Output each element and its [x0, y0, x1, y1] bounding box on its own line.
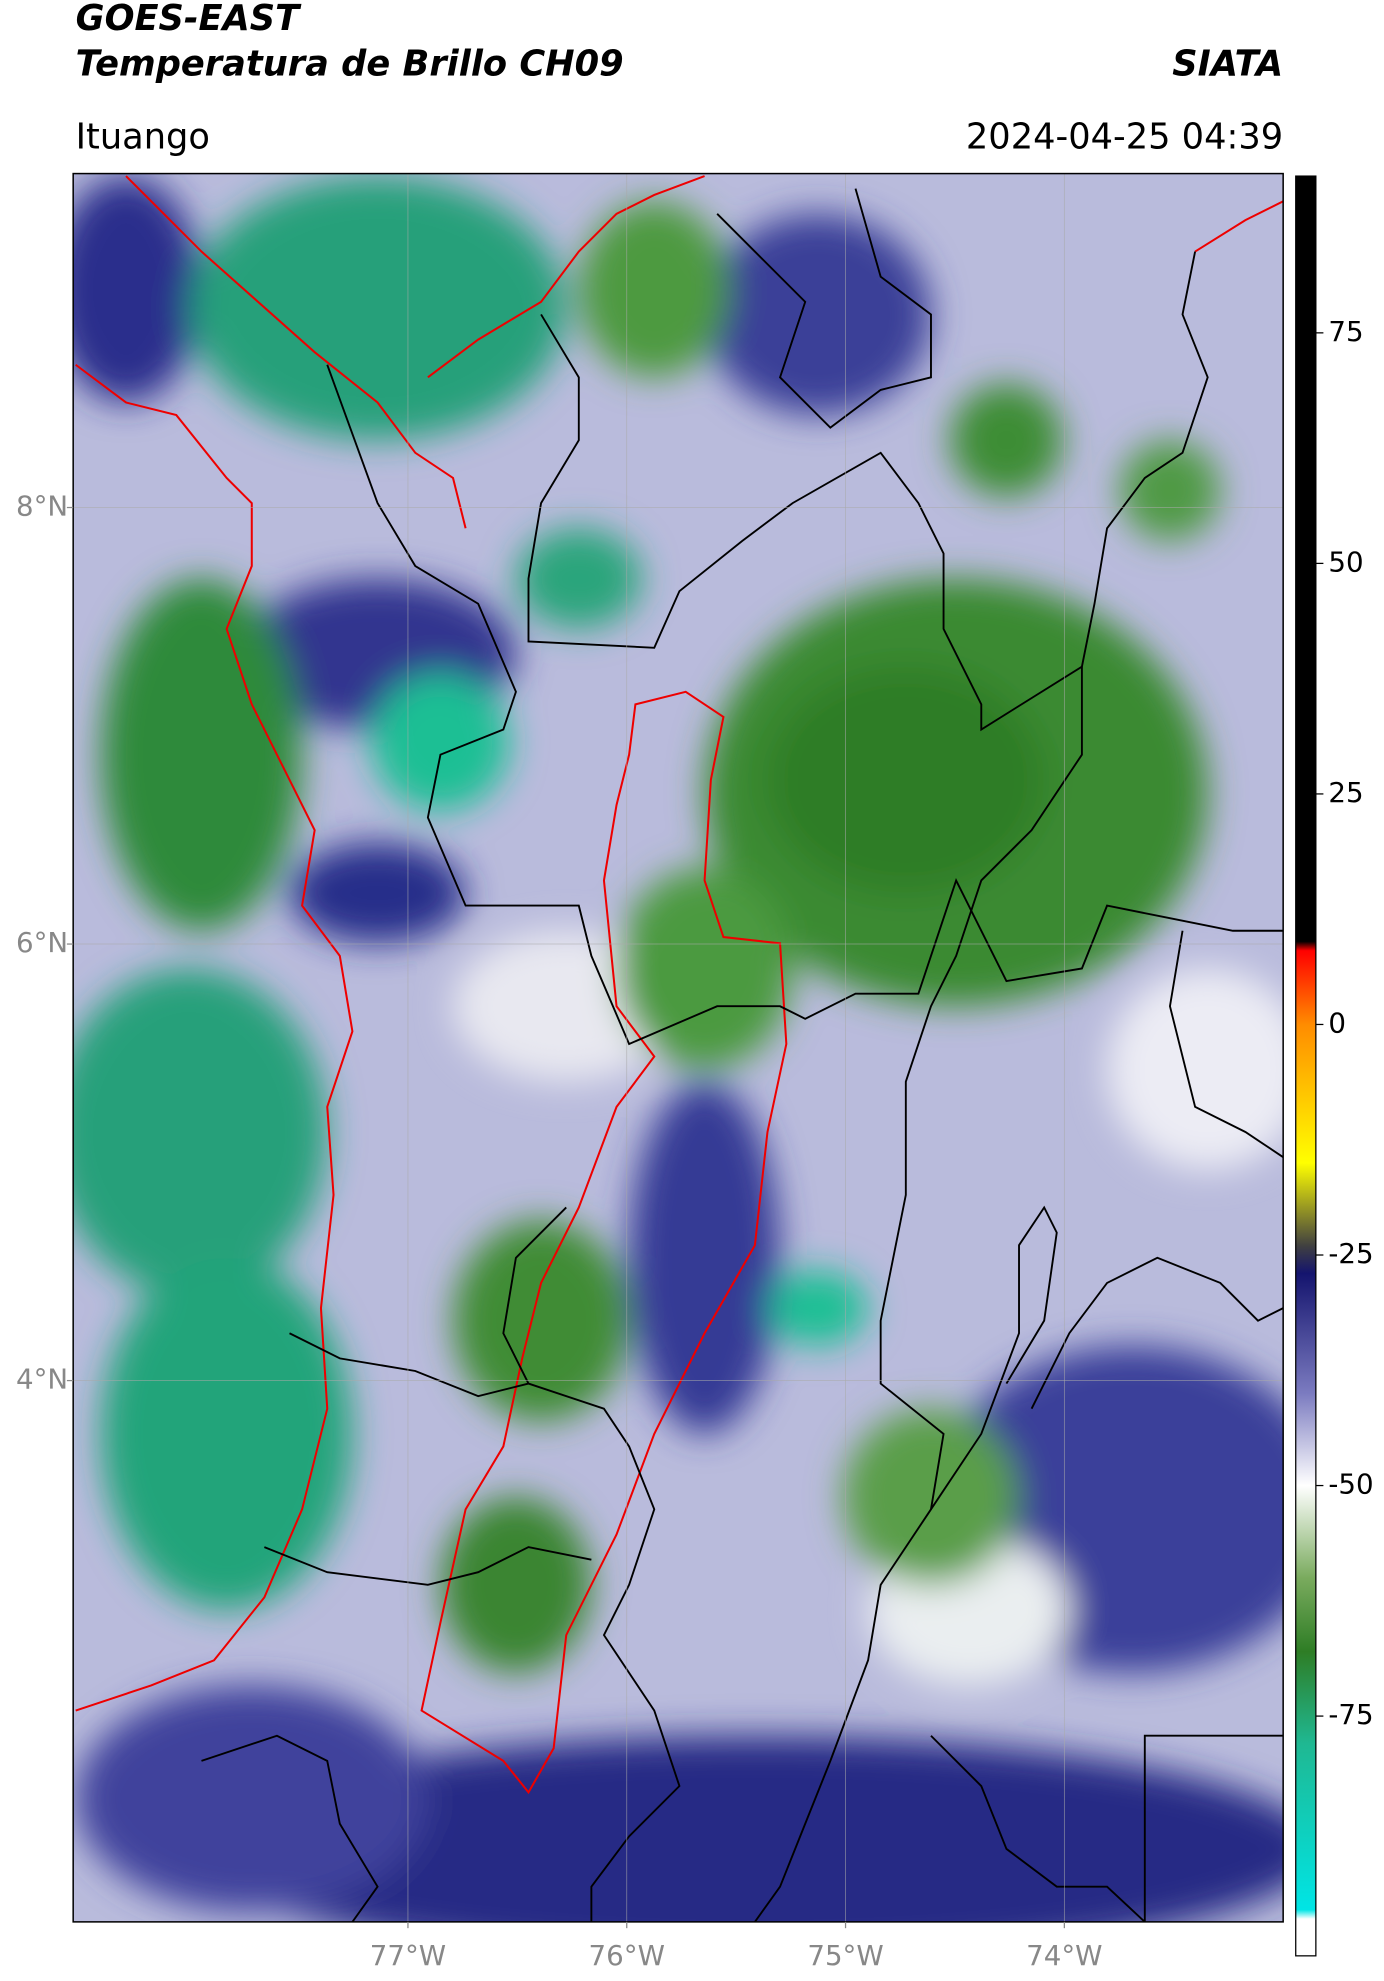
timestamp: 2024-04-25 04:39 — [966, 116, 1283, 157]
lon-tick-label: 75°W — [807, 1939, 883, 1972]
colorbar-tick-label: 0 — [1328, 1006, 1346, 1039]
lon-tick-label: 77°W — [370, 1939, 446, 1972]
colorbar — [1295, 175, 1317, 1957]
region: Ituango — [76, 116, 210, 157]
satellite-image — [73, 173, 1284, 1922]
lat-tick-label: 6°N — [16, 926, 68, 959]
colorbar-tick-label: -75 — [1328, 1698, 1373, 1731]
colorbar-tick-label: -50 — [1328, 1468, 1373, 1501]
map-frame — [72, 172, 1284, 1923]
product: Temperatura de Brillo CH09 — [76, 43, 624, 84]
lon-tick-label: 74°W — [1026, 1939, 1102, 1972]
lat-tick-label: 4°N — [16, 1363, 68, 1396]
colorbar-tick-label: 25 — [1328, 776, 1363, 809]
lat-tick-label: 8°N — [16, 490, 68, 523]
lon-tick-label: 76°W — [589, 1939, 665, 1972]
colorbar-tick-label: -25 — [1328, 1237, 1373, 1270]
colorbar-tick-label: 75 — [1328, 315, 1363, 348]
brand: SIATA — [1172, 43, 1283, 84]
graticule — [73, 173, 1284, 1922]
satellite: GOES-EAST — [76, 0, 302, 39]
colorbar-tick-label: 50 — [1328, 545, 1363, 578]
